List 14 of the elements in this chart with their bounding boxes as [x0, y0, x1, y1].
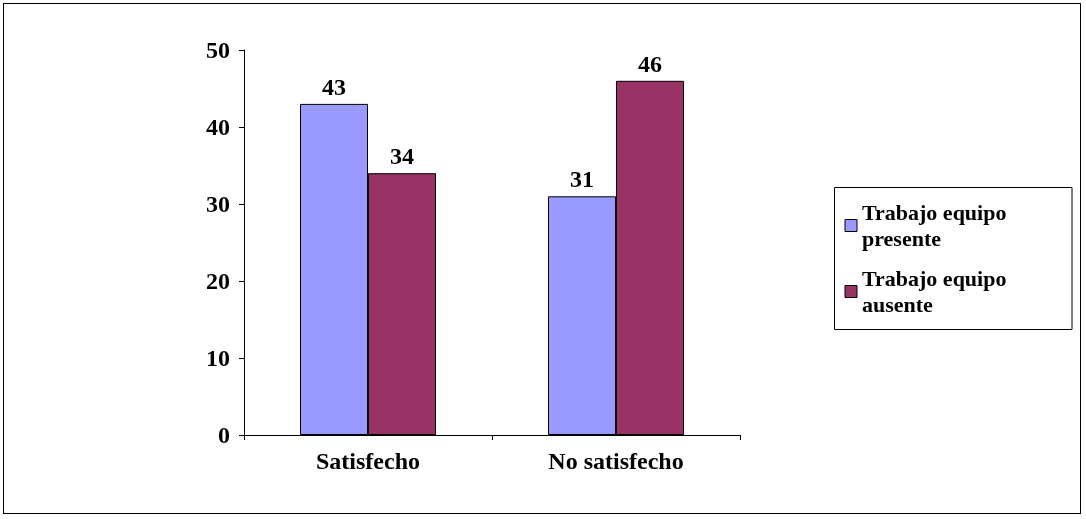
y-tick-label: 40	[206, 114, 230, 140]
y-tick-label: 10	[206, 345, 230, 371]
legend-label: Trabajo equipo presente	[862, 200, 1012, 251]
data-label: 43	[322, 73, 346, 100]
data-label: 31	[570, 166, 594, 193]
x-tick-label: Satisfecho	[316, 448, 420, 474]
data-label: 46	[638, 50, 662, 77]
x-tick-label: No satisfecho	[548, 448, 684, 474]
legend-label: Trabajo equipo ausente	[862, 266, 1012, 317]
y-tick-label: 20	[206, 268, 230, 294]
y-tick-label: 30	[206, 191, 230, 217]
y-tick-label: 50	[206, 37, 230, 63]
y-tick-label: 0	[218, 422, 230, 448]
data-label: 34	[390, 143, 414, 170]
